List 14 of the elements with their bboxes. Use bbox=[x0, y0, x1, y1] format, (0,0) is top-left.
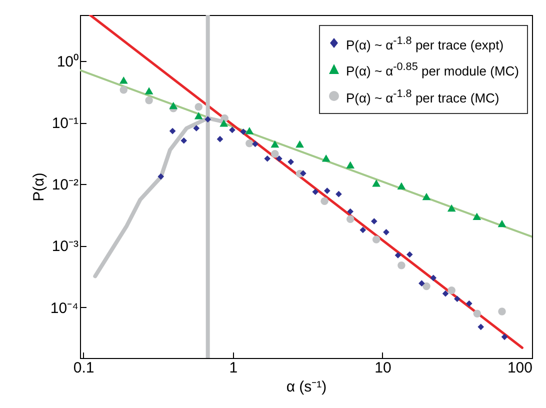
x-tick-label: 10 bbox=[374, 360, 392, 376]
legend-label: P(α) ~ α$^{-0.85}$ per module (MC) bbox=[346, 60, 519, 81]
x-tick-label: 100 bbox=[507, 360, 532, 376]
x-tick-label: 1 bbox=[229, 360, 238, 376]
y-tick-label: 10⁻⁴ bbox=[50, 300, 78, 317]
y-axis-title: P(α) bbox=[30, 172, 48, 202]
y-tick-label: 10⁻² bbox=[52, 176, 78, 194]
y-tick-label: 10⁻¹ bbox=[52, 115, 78, 132]
legend-label: P(α) ~ α$^{-1.8}$ per trace (expt) bbox=[346, 34, 504, 54]
y-tick-label: 10⁻³ bbox=[52, 238, 78, 256]
x-tick-label: 0.1 bbox=[73, 360, 94, 376]
y-tick-label: 10⁰ bbox=[56, 54, 78, 71]
legend-label: P(α) ~ α$^{-1.8}$ per trace (MC) bbox=[346, 86, 500, 108]
x-axis-title: α (s⁻¹) bbox=[286, 378, 327, 396]
